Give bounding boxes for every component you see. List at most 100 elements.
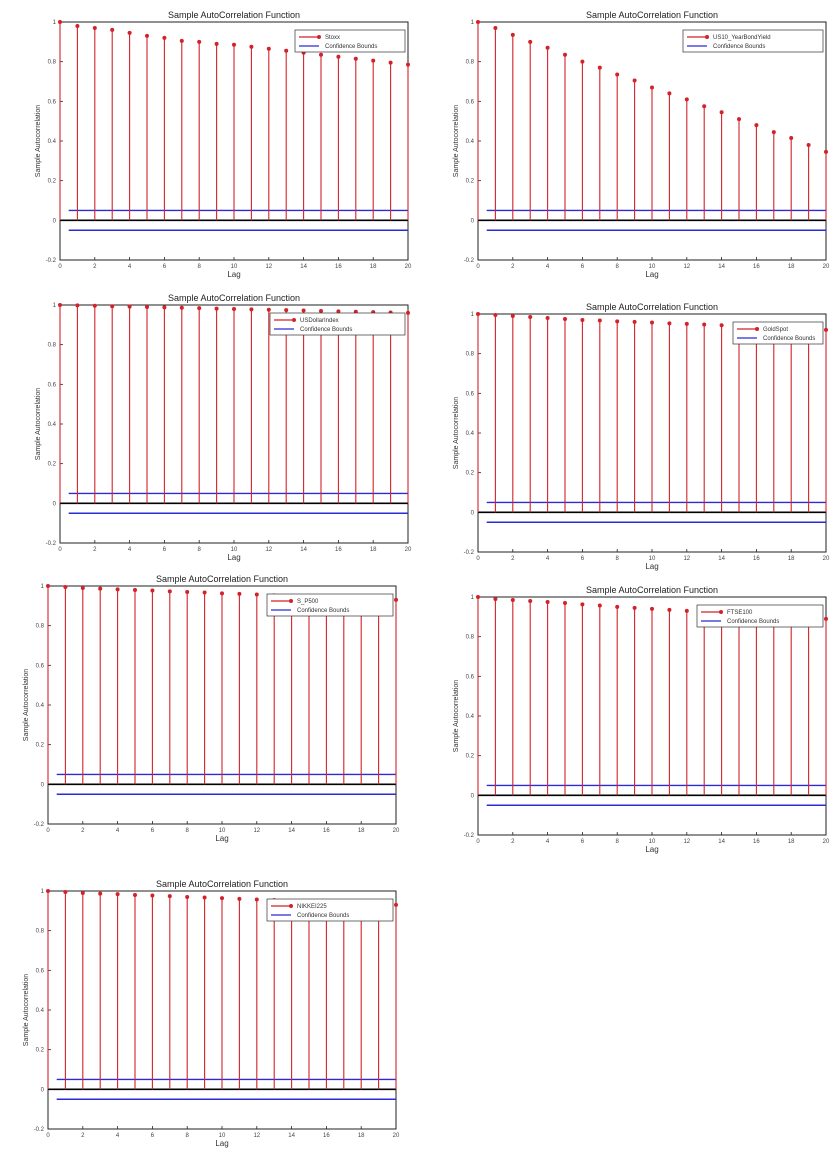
x-tick-label: 12 xyxy=(253,1133,260,1139)
acf-point xyxy=(650,85,654,90)
y-tick-label: 0.8 xyxy=(48,60,57,66)
acf-point xyxy=(545,315,550,320)
x-tick-label: 12 xyxy=(683,556,690,562)
acf-point xyxy=(615,604,620,609)
acf-point xyxy=(371,58,376,63)
x-tick-label: 18 xyxy=(788,839,795,845)
acf-point xyxy=(406,310,410,315)
acf-point xyxy=(528,314,533,319)
acf-point xyxy=(771,130,776,135)
x-tick-label: 18 xyxy=(370,547,377,553)
acf-point xyxy=(510,313,515,318)
acf-point xyxy=(237,896,242,901)
acf-point xyxy=(75,303,80,308)
x-axis-label: Lag xyxy=(215,1139,228,1148)
y-tick-label: 0.4 xyxy=(466,714,475,720)
acf-point xyxy=(145,33,149,38)
acf-point xyxy=(702,322,707,327)
acf-point xyxy=(719,110,724,115)
x-tick-label: 4 xyxy=(546,264,550,270)
legend-stem-marker xyxy=(755,327,759,331)
legend: Stoxx Confidence Bounds xyxy=(294,29,406,53)
y-tick-label: 0.2 xyxy=(48,179,57,185)
x-tick-label: 0 xyxy=(58,547,62,553)
acf-point xyxy=(46,889,50,893)
x-tick-label: 14 xyxy=(718,264,725,270)
y-tick-label: 1 xyxy=(471,595,475,601)
x-axis-label: Lag xyxy=(645,562,658,571)
y-tick-label: 0 xyxy=(471,218,475,224)
y-axis-label: Sample Autocorrelation xyxy=(453,105,460,177)
acf-point xyxy=(493,312,498,317)
x-tick-label: 16 xyxy=(753,556,760,562)
acf-point xyxy=(254,592,259,597)
x-tick-label: 0 xyxy=(476,839,480,845)
y-tick-label: 0.4 xyxy=(48,139,57,145)
x-tick-label: 2 xyxy=(511,556,515,562)
x-tick-label: 0 xyxy=(46,1133,50,1139)
acf-point xyxy=(667,91,672,96)
y-tick-label: 0 xyxy=(53,501,57,507)
y-tick-label: 1 xyxy=(53,303,57,309)
chart-title: Sample AutoCorrelation Function xyxy=(168,293,300,303)
y-tick-label: 0.4 xyxy=(36,703,45,709)
y-tick-label: 0.4 xyxy=(48,422,57,428)
acf-point xyxy=(301,308,306,313)
acf-point xyxy=(162,35,167,40)
x-tick-label: 16 xyxy=(335,264,342,270)
acf-point xyxy=(214,41,219,46)
legend-stem-marker xyxy=(289,904,293,908)
acf-point xyxy=(493,596,498,601)
legend-stem-marker xyxy=(317,35,321,39)
y-tick-label: 0.8 xyxy=(36,929,45,935)
x-tick-label: 8 xyxy=(616,556,620,562)
x-tick-label: 14 xyxy=(300,547,307,553)
y-axis-label: Sample Autocorrelation xyxy=(453,397,460,469)
acf-point xyxy=(528,39,533,44)
y-tick-label: 1 xyxy=(41,584,45,590)
acf-point xyxy=(185,894,190,899)
y-tick-label: 0.6 xyxy=(466,391,475,397)
x-tick-label: 20 xyxy=(405,264,412,270)
acf-point xyxy=(510,32,515,37)
x-tick-label: 0 xyxy=(476,556,480,562)
x-tick-label: 4 xyxy=(128,547,132,553)
y-tick-label: 0.2 xyxy=(466,471,475,477)
chart-title: Sample AutoCorrelation Function xyxy=(168,10,300,20)
x-tick-label: 10 xyxy=(219,1133,226,1139)
x-tick-label: 4 xyxy=(128,264,132,270)
y-tick-label: 0.2 xyxy=(466,754,475,760)
x-tick-label: 6 xyxy=(581,556,585,562)
chart-title: Sample AutoCorrelation Function xyxy=(586,302,718,312)
acf-point xyxy=(249,307,254,312)
acf-point xyxy=(284,48,289,53)
y-tick-label: -0.2 xyxy=(464,833,475,839)
x-tick-label: 16 xyxy=(753,839,760,845)
acf-point xyxy=(98,586,103,591)
acf-point xyxy=(476,20,480,24)
x-tick-label: 8 xyxy=(616,264,620,270)
acf-point xyxy=(737,117,741,122)
acf-point xyxy=(394,597,398,602)
chart-title: Sample AutoCorrelation Function xyxy=(156,574,288,584)
acf-point xyxy=(150,893,155,898)
y-tick-label: 0.2 xyxy=(36,743,45,749)
acf-point xyxy=(63,584,68,589)
y-tick-label: 0 xyxy=(53,218,57,224)
x-tick-label: 10 xyxy=(649,264,656,270)
acf-point xyxy=(80,585,85,590)
acf-point xyxy=(220,896,224,901)
x-tick-label: 8 xyxy=(198,264,202,270)
y-tick-label: 1 xyxy=(471,312,475,318)
legend-bounds-label: Confidence Bounds xyxy=(713,44,765,50)
legend: FTSE100 Confidence Bounds xyxy=(696,604,824,628)
x-tick-label: 6 xyxy=(581,839,585,845)
acf-point xyxy=(319,52,323,57)
x-tick-label: 20 xyxy=(823,839,830,845)
acf-point xyxy=(580,602,585,607)
acf-point xyxy=(684,97,689,102)
acf-point xyxy=(46,584,50,588)
acf-point xyxy=(249,44,254,49)
